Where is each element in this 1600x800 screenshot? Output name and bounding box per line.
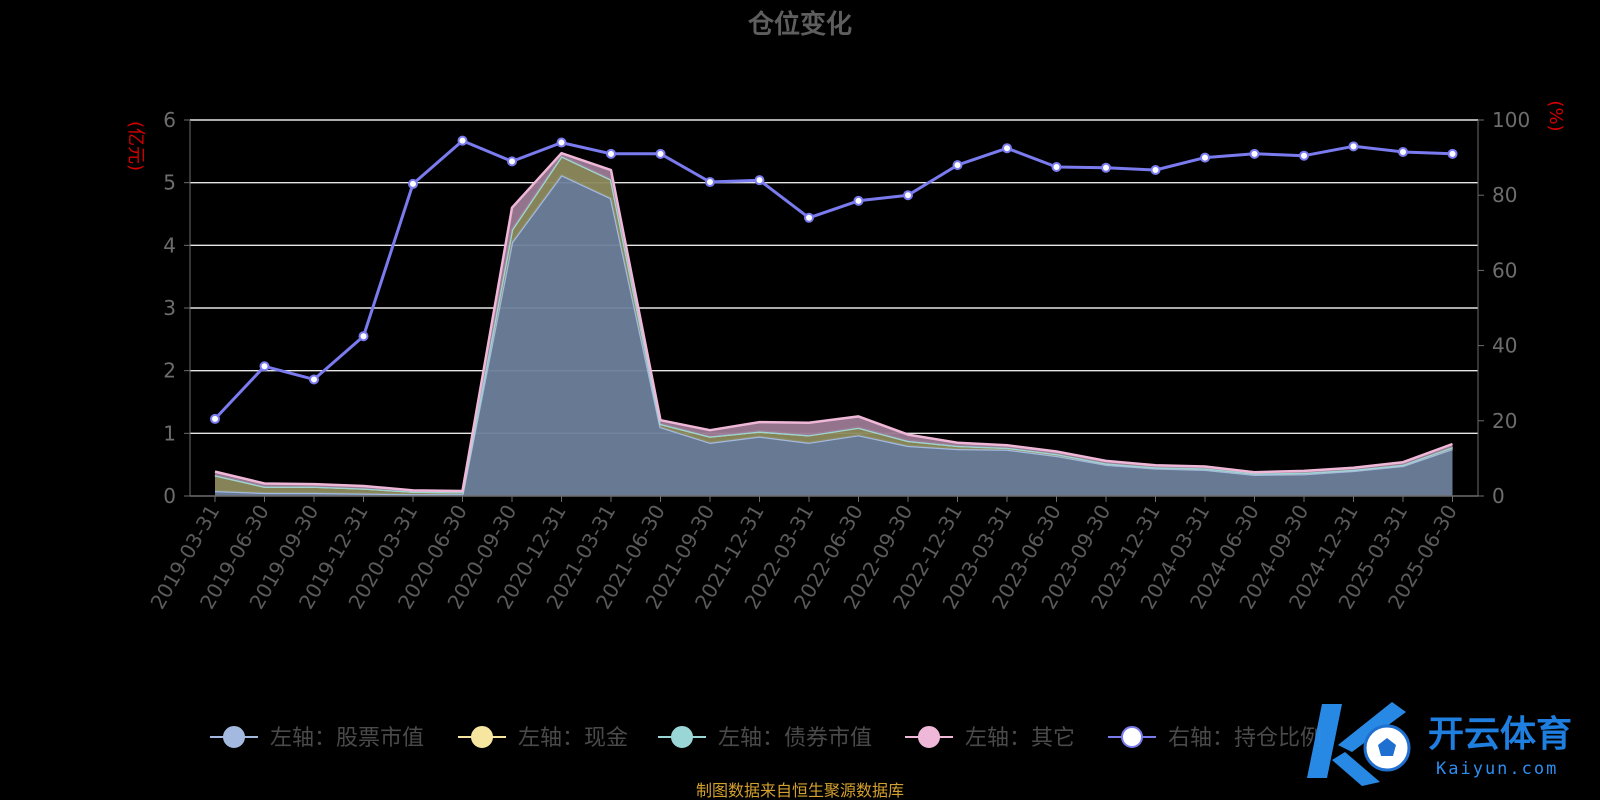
ratio-point — [1348, 141, 1359, 152]
ratio-point — [309, 374, 319, 385]
legend-item-3[interactable]: 左轴：其它 — [905, 726, 1075, 751]
chart-title: 仓位变化 — [747, 9, 852, 40]
watermark-ball-pattern-icon — [1378, 738, 1396, 756]
ratio-point — [705, 177, 715, 188]
ratio-point — [1200, 152, 1210, 163]
legend-item-2[interactable]: 左轴：债券市值 — [658, 726, 872, 751]
ratio-point — [804, 212, 814, 223]
right-axis-tick-label: 60 — [1492, 258, 1517, 282]
ratio-point — [210, 413, 220, 424]
left-axis-tick-label: 2 — [163, 359, 176, 383]
grid-lines — [190, 119, 1478, 435]
left-axis-tick-label: 5 — [163, 171, 176, 195]
legend-label: 左轴：债券市值 — [718, 726, 872, 751]
legend-label: 右轴：持仓比例 — [1168, 726, 1322, 751]
legend-item-1[interactable]: 左轴：现金 — [458, 726, 628, 751]
data-source-note: 制图数据来自恒生聚源数据库 — [696, 781, 904, 800]
right-axis-tick-label: 0 — [1492, 484, 1505, 508]
ratio-point — [556, 137, 567, 148]
right-axis-tick-label: 20 — [1492, 409, 1517, 433]
watermark-brand-cn: 开云体育 — [1428, 714, 1572, 755]
ratio-point — [853, 195, 864, 206]
right-axis-unit-label: (%) — [1545, 100, 1566, 131]
watermark-brand-en: Kaiyun.com — [1436, 759, 1558, 779]
ratio-point — [259, 361, 270, 372]
ratio-line-layer — [210, 135, 1458, 424]
watermark-k-glyph — [1307, 702, 1406, 786]
ratio-point — [457, 135, 468, 146]
legend-item-4[interactable]: 右轴：持仓比例 — [1108, 726, 1322, 751]
left-axis-tick-label: 6 — [163, 108, 176, 132]
legend-marker-icon — [223, 726, 245, 748]
legend-label: 左轴：现金 — [518, 726, 628, 751]
ratio-point — [754, 175, 765, 186]
legend-label: 左轴：股票市值 — [270, 726, 424, 751]
ratio-point — [1150, 165, 1161, 176]
ratio-point — [1398, 146, 1408, 157]
ratio-point — [1002, 143, 1012, 154]
ratio-point — [1249, 148, 1260, 159]
ratio-point — [903, 190, 913, 201]
right-axis-tick-label: 40 — [1492, 334, 1517, 358]
left-axis-tick-label: 1 — [163, 421, 176, 445]
ratio-point — [606, 148, 616, 159]
ratio-point — [507, 156, 517, 167]
left-axis-tick-label: 0 — [163, 484, 176, 508]
axes: 01234560204060801002019-03-312019-06-302… — [145, 108, 1530, 613]
kaiyun-watermark-logo: 开云体育 Kaiyun.com — [1307, 702, 1572, 786]
legend-marker-icon — [471, 726, 493, 748]
ratio-point — [1299, 150, 1309, 161]
ratio-point — [655, 148, 666, 159]
ratio-point — [1447, 148, 1458, 159]
right-axis-tick-label: 100 — [1492, 108, 1530, 132]
legend[interactable]: 左轴：股票市值 左轴：现金 左轴：债券市值 左轴：其它 右轴：持仓比例 — [210, 726, 1322, 751]
legend-marker-icon — [1121, 726, 1143, 748]
ratio-point — [952, 160, 963, 171]
area-series-0 — [215, 175, 1453, 496]
ratio-line — [213, 139, 1453, 420]
left-axis-tick-label: 3 — [163, 296, 176, 320]
right-axis-tick-label: 80 — [1492, 183, 1517, 207]
legend-marker-icon — [671, 726, 693, 748]
stacked-areas — [214, 151, 1453, 496]
area-series-3 — [215, 153, 1453, 493]
ratio-point — [358, 331, 369, 342]
area-series-edge-3 — [214, 151, 1453, 493]
legend-marker-icon — [918, 726, 940, 748]
legend-label: 左轴：其它 — [965, 726, 1075, 751]
ratio-point — [408, 178, 418, 189]
left-axis-tick-label: 4 — [163, 233, 176, 257]
ratio-point — [1051, 162, 1062, 172]
left-axis-unit-label: (亿元) — [125, 121, 146, 171]
ratio-point — [1101, 162, 1111, 173]
legend-item-0[interactable]: 左轴：股票市值 — [210, 726, 424, 751]
